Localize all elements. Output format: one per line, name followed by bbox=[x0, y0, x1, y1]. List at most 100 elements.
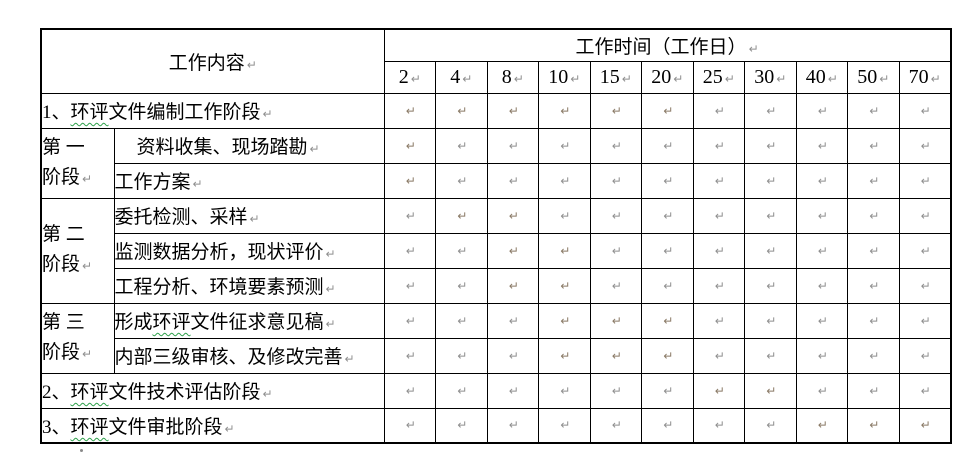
schedule-cell[interactable]: ↵ bbox=[435, 232, 488, 269]
work-item-label-cell[interactable]: 委托检测、采样 ↵ bbox=[113, 197, 385, 234]
day-column-header-2[interactable]: 2 ↵ bbox=[383, 60, 437, 94]
schedule-cell-highlighted[interactable]: ↵ bbox=[898, 407, 952, 444]
schedule-cell[interactable]: ↵ bbox=[435, 302, 488, 339]
schedule-cell[interactable]: ↵ bbox=[847, 232, 900, 269]
schedule-cell[interactable]: ↵ bbox=[847, 372, 900, 409]
schedule-cell[interactable]: ↵ bbox=[435, 162, 488, 199]
schedule-cell-highlighted[interactable]: ↵ bbox=[538, 267, 591, 304]
schedule-cell-highlighted[interactable]: ↵ bbox=[486, 197, 540, 234]
schedule-cell-highlighted[interactable]: ↵ bbox=[383, 127, 437, 164]
schedule-cell[interactable]: ↵ bbox=[435, 372, 488, 409]
schedule-cell-highlighted[interactable]: ↵ bbox=[847, 407, 900, 444]
schedule-cell-highlighted[interactable]: ↵ bbox=[744, 372, 797, 409]
schedule-cell[interactable]: ↵ bbox=[692, 302, 746, 339]
schedule-cell[interactable]: ↵ bbox=[898, 302, 952, 339]
schedule-cell[interactable]: ↵ bbox=[486, 162, 540, 199]
day-column-header-40[interactable]: 40 ↵ bbox=[795, 60, 849, 94]
schedule-cell[interactable]: ↵ bbox=[692, 162, 746, 199]
schedule-cell[interactable]: ↵ bbox=[589, 162, 643, 199]
schedule-cell[interactable]: ↵ bbox=[641, 127, 694, 164]
work-item-label-cell[interactable]: 工作方案 ↵ bbox=[113, 162, 385, 199]
schedule-cell[interactable]: ↵ bbox=[795, 162, 849, 199]
schedule-cell[interactable]: ↵ bbox=[847, 162, 900, 199]
work-item-label-cell[interactable]: 2、环评文件技术评估阶段 ↵ bbox=[40, 372, 385, 409]
schedule-cell[interactable]: ↵ bbox=[898, 127, 952, 164]
schedule-cell-highlighted[interactable]: ↵ bbox=[538, 232, 591, 269]
work-item-label-cell[interactable]: 3、环评文件审批阶段 ↵ bbox=[40, 407, 385, 444]
schedule-cell[interactable]: ↵ bbox=[435, 127, 488, 164]
schedule-cell[interactable]: ↵ bbox=[383, 302, 437, 339]
schedule-cell[interactable]: ↵ bbox=[795, 372, 849, 409]
schedule-cell[interactable]: ↵ bbox=[486, 302, 540, 339]
schedule-cell[interactable]: ↵ bbox=[898, 197, 952, 234]
schedule-cell-highlighted[interactable]: ↵ bbox=[538, 302, 591, 339]
schedule-cell[interactable]: ↵ bbox=[641, 267, 694, 304]
day-column-header-25[interactable]: 25 ↵ bbox=[692, 60, 746, 94]
schedule-cell-highlighted[interactable]: ↵ bbox=[795, 407, 849, 444]
schedule-cell-highlighted[interactable]: ↵ bbox=[641, 302, 694, 339]
schedule-cell[interactable]: ↵ bbox=[744, 267, 797, 304]
schedule-cell[interactable]: ↵ bbox=[641, 372, 694, 409]
schedule-cell-highlighted[interactable]: ↵ bbox=[435, 92, 488, 129]
schedule-cell[interactable]: ↵ bbox=[486, 407, 540, 444]
schedule-cell[interactable]: ↵ bbox=[538, 407, 591, 444]
schedule-cell[interactable]: ↵ bbox=[795, 197, 849, 234]
schedule-cell-highlighted[interactable]: ↵ bbox=[538, 92, 591, 129]
schedule-cell[interactable]: ↵ bbox=[589, 372, 643, 409]
work-item-label-cell[interactable]: 形成环评文件征求意见稿 ↵ bbox=[113, 302, 385, 339]
schedule-cell[interactable]: ↵ bbox=[383, 232, 437, 269]
schedule-cell[interactable]: ↵ bbox=[898, 92, 952, 129]
schedule-cell[interactable]: ↵ bbox=[435, 337, 488, 374]
work-item-label-cell[interactable]: 监测数据分析，现状评价 ↵ bbox=[113, 232, 385, 269]
schedule-cell-highlighted[interactable]: ↵ bbox=[383, 162, 437, 199]
day-column-header-10[interactable]: 10 ↵ bbox=[538, 60, 591, 94]
schedule-cell[interactable]: ↵ bbox=[486, 372, 540, 409]
day-column-header-8[interactable]: 8 ↵ bbox=[486, 60, 540, 94]
schedule-cell[interactable]: ↵ bbox=[589, 232, 643, 269]
schedule-cell-highlighted[interactable]: ↵ bbox=[383, 92, 437, 129]
schedule-cell[interactable]: ↵ bbox=[641, 197, 694, 234]
schedule-cell[interactable]: ↵ bbox=[744, 407, 797, 444]
schedule-cell[interactable]: ↵ bbox=[538, 162, 591, 199]
schedule-cell[interactable]: ↵ bbox=[589, 197, 643, 234]
schedule-cell[interactable]: ↵ bbox=[898, 337, 952, 374]
schedule-cell[interactable]: ↵ bbox=[898, 162, 952, 199]
schedule-cell[interactable]: ↵ bbox=[744, 232, 797, 269]
day-column-header-30[interactable]: 30 ↵ bbox=[744, 60, 797, 94]
schedule-cell[interactable]: ↵ bbox=[538, 127, 591, 164]
schedule-cell-highlighted[interactable]: ↵ bbox=[486, 267, 540, 304]
schedule-cell[interactable]: ↵ bbox=[589, 267, 643, 304]
schedule-cell[interactable]: ↵ bbox=[692, 267, 746, 304]
schedule-cell[interactable]: ↵ bbox=[435, 407, 488, 444]
schedule-cell[interactable]: ↵ bbox=[538, 197, 591, 234]
day-column-header-20[interactable]: 20 ↵ bbox=[641, 60, 694, 94]
schedule-cell[interactable]: ↵ bbox=[486, 127, 540, 164]
schedule-cell[interactable]: ↵ bbox=[383, 407, 437, 444]
work-time-header-cell[interactable]: 工作时间（工作日） ↵ bbox=[383, 28, 952, 62]
schedule-cell[interactable]: ↵ bbox=[744, 92, 797, 129]
schedule-cell[interactable]: ↵ bbox=[744, 197, 797, 234]
schedule-cell[interactable]: ↵ bbox=[486, 337, 540, 374]
schedule-cell[interactable]: ↵ bbox=[847, 267, 900, 304]
schedule-cell[interactable]: ↵ bbox=[847, 337, 900, 374]
schedule-cell-highlighted[interactable]: ↵ bbox=[641, 92, 694, 129]
schedule-cell[interactable]: ↵ bbox=[795, 337, 849, 374]
schedule-cell[interactable]: ↵ bbox=[898, 232, 952, 269]
day-column-header-50[interactable]: 50 ↵ bbox=[847, 60, 900, 94]
schedule-cell-highlighted[interactable]: ↵ bbox=[538, 337, 591, 374]
work-item-label-cell[interactable]: 工程分析、环境要素预测 ↵ bbox=[113, 267, 385, 304]
schedule-cell[interactable]: ↵ bbox=[744, 337, 797, 374]
schedule-cell-highlighted[interactable]: ↵ bbox=[589, 92, 643, 129]
schedule-cell[interactable]: ↵ bbox=[847, 302, 900, 339]
schedule-cell-highlighted[interactable]: ↵ bbox=[692, 372, 746, 409]
schedule-cell[interactable]: ↵ bbox=[692, 407, 746, 444]
work-item-label-cell[interactable]: 内部三级审核、及修改完善 ↵ bbox=[113, 337, 385, 374]
schedule-cell-highlighted[interactable]: ↵ bbox=[435, 197, 488, 234]
schedule-cell[interactable]: ↵ bbox=[692, 232, 746, 269]
schedule-cell[interactable]: ↵ bbox=[692, 337, 746, 374]
schedule-cell[interactable]: ↵ bbox=[641, 232, 694, 269]
schedule-cell[interactable]: ↵ bbox=[383, 372, 437, 409]
schedule-cell[interactable]: ↵ bbox=[692, 127, 746, 164]
schedule-cell[interactable]: ↵ bbox=[538, 372, 591, 409]
schedule-cell[interactable]: ↵ bbox=[383, 267, 437, 304]
